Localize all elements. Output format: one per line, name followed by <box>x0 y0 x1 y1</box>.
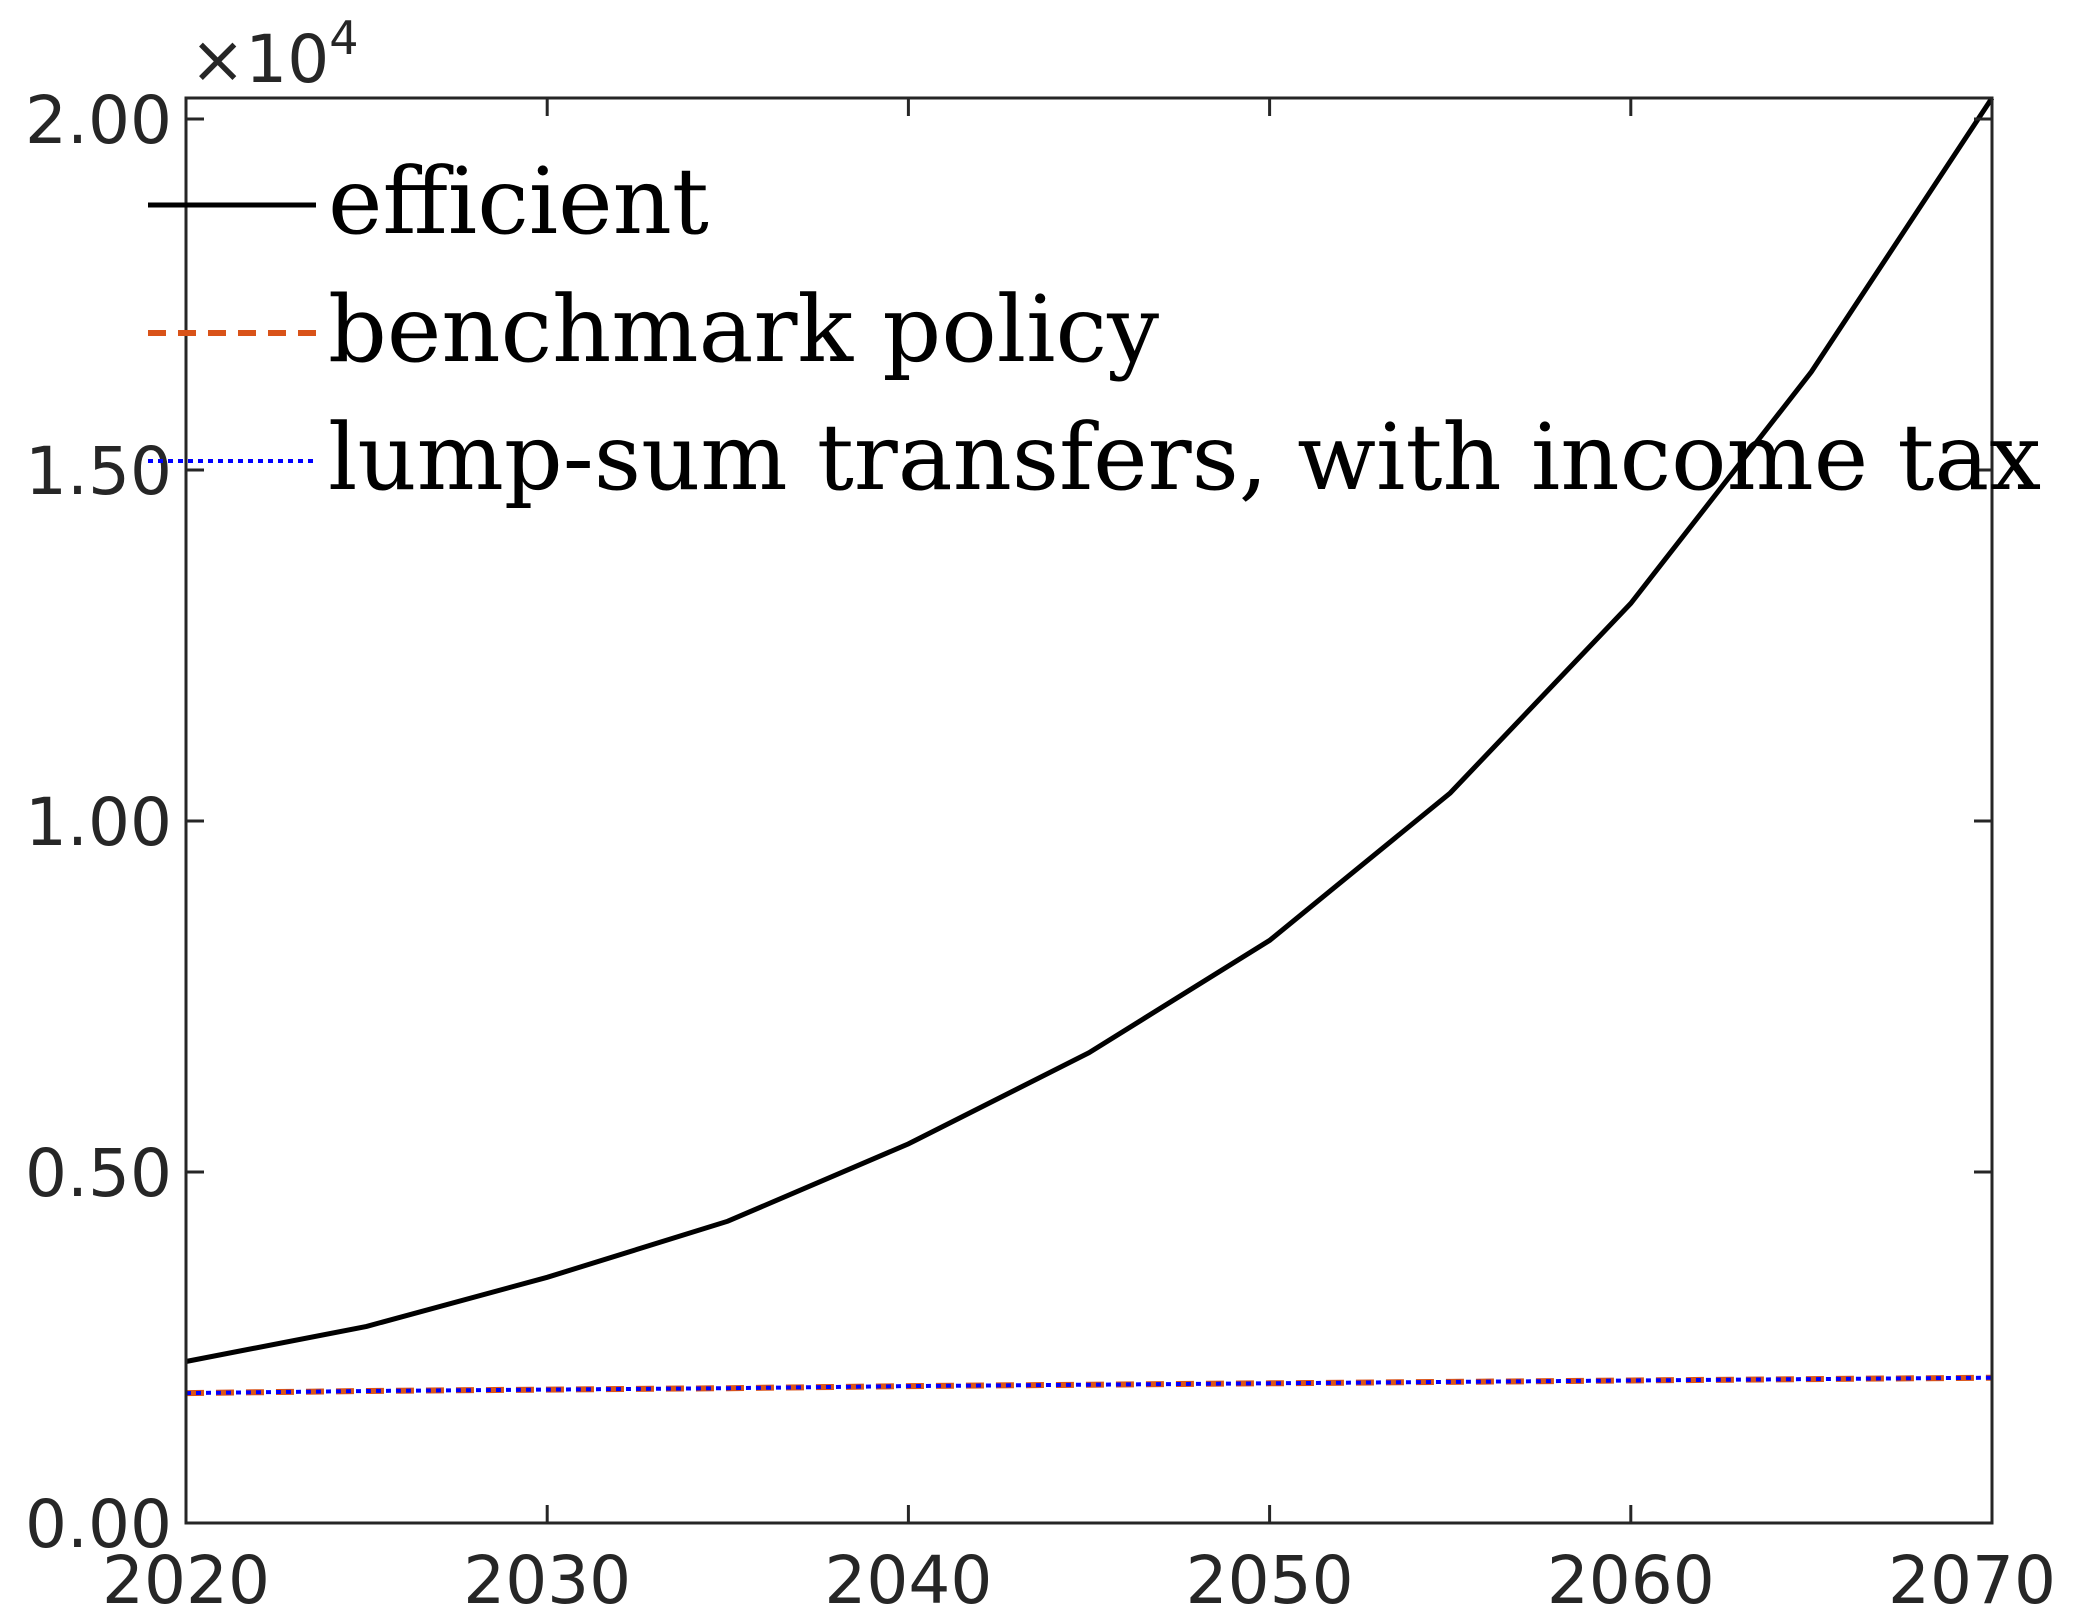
y-exponent-power: 4 <box>329 11 358 65</box>
axis-ticks <box>184 98 1994 1525</box>
series-lines <box>185 96 1995 1397</box>
legend-label-1: efficient <box>328 148 709 255</box>
x-tick-label-3: 2050 <box>1186 1542 1354 1619</box>
x-tick-label-4: 2060 <box>1547 1542 1715 1619</box>
y-exponent-base: ×10 <box>190 21 329 98</box>
y-exponent-label: ×104 <box>190 11 359 98</box>
x-tick-label-1: 2030 <box>463 1542 631 1619</box>
axis-tick-labels: 2020 2030 2040 2050 2060 2070 0.00 0.50 1.00 1.50… <box>25 82 2056 1619</box>
legend-label-3: lump-sum transfers, with income tax <box>328 404 2041 511</box>
legend-label-2: benchmark policy <box>328 276 1159 383</box>
x-tick-label-0: 2020 <box>102 1542 270 1619</box>
y-tick-label-4: 2.00 <box>25 82 172 159</box>
legend: efficient benchmark policy lump-sum transf… <box>148 148 2041 511</box>
series-line-1 <box>185 96 1995 1364</box>
axes-box <box>184 96 1994 1525</box>
y-tick-label-0: 0.00 <box>25 1486 172 1563</box>
x-tick-label-5: 2070 <box>1888 1542 2056 1619</box>
y-tick-label-2: 1.00 <box>25 784 172 861</box>
y-tick-label-3: 1.50 <box>25 433 172 510</box>
y-tick-label-1: 0.50 <box>25 1135 172 1212</box>
series-line-3 <box>185 1375 1993 1396</box>
x-tick-label-2: 2040 <box>824 1542 992 1619</box>
